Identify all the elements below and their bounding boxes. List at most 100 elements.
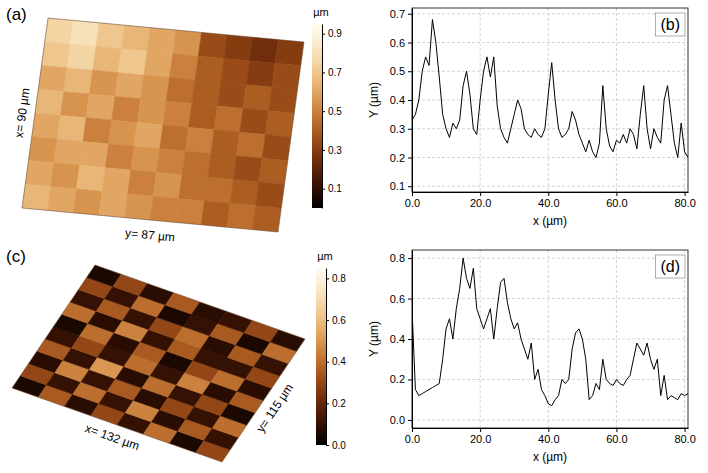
y-axis-tick-mark [408, 129, 412, 130]
surface-cell [227, 203, 256, 229]
panel-letter-frame [655, 13, 685, 36]
surface-cell [272, 63, 301, 89]
y-axis-tick: 0.5 [390, 65, 412, 77]
x-axis-tick-mark [616, 192, 617, 196]
surface-cell [233, 156, 262, 182]
colorbar-axis-tick: 0.9 [322, 28, 342, 39]
surface-cell [259, 158, 288, 184]
y-axis-line [412, 9, 413, 193]
colorbar-axis-line [322, 25, 323, 209]
x-axis-tick: 40.0 [538, 428, 559, 445]
surface [22, 18, 304, 232]
y-axis-tick-mark [408, 339, 412, 340]
x-axis-tick-mark [685, 192, 686, 196]
surface-cell [211, 130, 240, 156]
y-axis: 0.10.20.30.40.50.60.7 [390, 8, 413, 193]
grid-line-y [412, 258, 688, 259]
y-axis: 0.00.20.40.60.8 [390, 251, 413, 429]
x-axis-tick: 80.0 [674, 428, 695, 445]
colorbar-axis-tick: 0.8 [326, 273, 346, 284]
x-axis-tick: 20.0 [470, 192, 491, 209]
y-axis-tick: 0.2 [390, 373, 412, 385]
surface-cell [269, 87, 298, 113]
surface-frame [22, 18, 304, 232]
surface-cell [67, 44, 96, 70]
colorbar-axis-tick-label: 0.1 [328, 183, 342, 194]
plot-frame [412, 250, 688, 428]
colorbar-axis-tick-mark [322, 150, 325, 151]
colorbar-axis-tick: 0.7 [322, 67, 342, 78]
colorbar-axis: 0.00.20.40.60.8 [326, 269, 346, 451]
profile-line [412, 258, 688, 406]
colorbar-axis-tick-mark [322, 34, 325, 35]
grid-line-y [412, 13, 688, 14]
colorbar-axis: 0.10.30.50.70.9 [322, 25, 342, 209]
colorbar-axis-tick-label: 0.3 [328, 145, 342, 156]
surface-cell [147, 28, 176, 54]
x-axis-tick-mark [616, 428, 617, 432]
surface-cell [252, 206, 281, 232]
y-axis-tick: 0.4 [390, 94, 412, 106]
surface-cell [80, 142, 109, 168]
panel-letter: (c) [6, 247, 26, 266]
surface-cell [124, 194, 153, 220]
colorbar-axis-tick: 0.6 [326, 315, 346, 326]
y-axis-tick-label: 0.2 [390, 373, 405, 385]
x-axis-tick-mark [480, 428, 481, 432]
y-axis-tick: 0.2 [390, 152, 412, 164]
surface-cell [22, 184, 51, 210]
profile-panel: 0.020.040.060.080.00.10.20.30.40.50.60.7… [367, 8, 696, 228]
x-axis-tick-label: 0.0 [405, 433, 420, 445]
surface-cell [115, 73, 144, 99]
x-axis-tick-label: 40.0 [538, 433, 559, 445]
grid-line-y [412, 42, 688, 43]
grid-line-y [412, 379, 688, 380]
surface-cell [160, 125, 189, 151]
x-axis-tick: 40.0 [538, 192, 559, 209]
surface-cell [198, 32, 227, 58]
colorbar-axis-tick: 0.0 [326, 440, 346, 451]
colorbar-title: µm [317, 250, 333, 262]
colorbar-axis-tick-mark [326, 403, 329, 404]
y-axis-tick-label: 0.3 [390, 123, 405, 135]
y-axis-tick: 0.6 [390, 37, 412, 49]
x-axis-tick-label: 40.0 [538, 197, 559, 209]
panel-letter-box: (b) [655, 13, 685, 36]
x-axis-tick-mark [412, 428, 413, 432]
y-axis-tick-label: 0.2 [390, 152, 405, 164]
y-axis-tick: 0.6 [390, 293, 412, 305]
colorbar-axis-tick-mark [326, 278, 329, 279]
colorbar-axis-tick-mark [326, 362, 329, 363]
x-axis-tick-mark [548, 428, 549, 432]
surface-cell [262, 135, 291, 161]
colorbar-axis-tick-label: 0.9 [328, 28, 342, 39]
surface-cell [102, 168, 131, 194]
surface-cell [112, 96, 141, 122]
profile-panel: 0.020.040.060.080.00.00.20.40.60.8x (µm)… [367, 250, 696, 464]
surface-cell [93, 47, 122, 73]
y-axis-tick-label: 0.6 [390, 293, 405, 305]
y-axis-tick-mark [408, 379, 412, 380]
surface-cell [208, 154, 237, 180]
x-axis-tick-mark [480, 192, 481, 196]
x-axis-tick-mark [548, 192, 549, 196]
x-axis-tick-label: 80.0 [674, 433, 695, 445]
surface-cell [32, 113, 61, 139]
x-axis: 0.020.040.060.080.0 [405, 192, 696, 209]
surface-cell [256, 182, 285, 208]
y-axis-tick-label: 0.4 [390, 333, 405, 345]
x-axis-tick-label: 20.0 [470, 197, 491, 209]
surface-cell [57, 115, 86, 141]
x-axis-tick: 60.0 [606, 192, 627, 209]
colorbar-axis-tick-mark [322, 111, 325, 112]
colorbar-axis-tick-mark [322, 189, 325, 190]
surface-cell [141, 75, 170, 101]
surface-cell [99, 191, 128, 217]
afm-panel: x= 132 µmy= 115 µm(c)0.00.20.40.60.8µm [6, 247, 346, 462]
grid-line-x [616, 8, 617, 192]
surface-cell [189, 104, 218, 130]
surface-cell [275, 40, 304, 66]
grid-line-y [412, 71, 688, 72]
y-axis-tick-label: 0.4 [390, 94, 405, 106]
surface-cell [45, 18, 74, 44]
